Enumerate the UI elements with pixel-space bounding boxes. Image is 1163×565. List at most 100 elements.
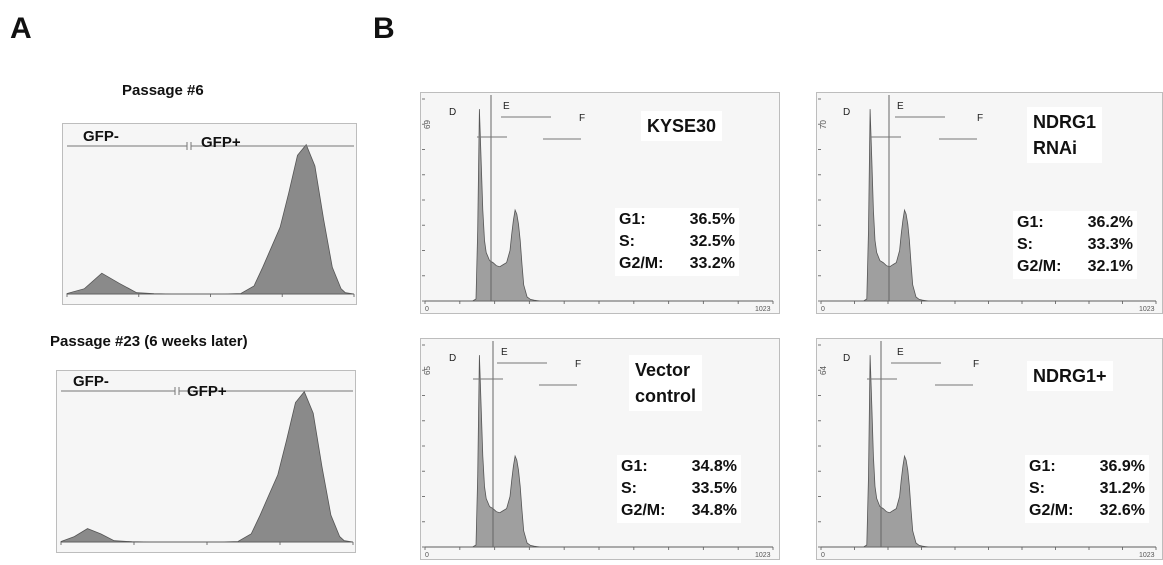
ndrg1-plus-svg [818,341,1157,550]
stat-phase: S: [621,480,637,497]
gfp-negative-label: GFP- [73,373,109,390]
gate-e-label: E [897,347,904,358]
sample-label-kyse30: KYSE30 [641,111,723,141]
gate-d-label: D [449,353,457,364]
x-tick-max: 1023 [1139,306,1155,313]
stat-value: 36.2% [1087,214,1133,231]
stat-phase: S: [1017,236,1033,253]
stat-value: 32.1% [1087,258,1133,275]
passage-23-title: Passage #23 (6 weeks later) [50,333,248,350]
x-tick-min: 0 [425,552,429,559]
sample-label-line: control [635,386,696,406]
stat-value: 36.9% [1099,458,1145,475]
cell-cycle-stats: G1: 34.8% S: 33.5% G2/M: 34.8% [617,455,741,523]
passage-23-svg [60,387,354,545]
stat-value: 33.3% [1087,236,1133,253]
stat-row-g2m: G2/M: 33.2% [619,253,735,275]
stat-phase: S: [619,233,635,250]
gate-e-label: E [501,347,508,358]
cell-cycle-stats: G1: 36.9% S: 31.2% G2/M: 32.6% [1025,455,1149,523]
gate-d-label: D [843,353,851,364]
panel-letter-b: B [373,12,395,45]
gate-d-label: D [449,107,457,118]
stat-row-g1: G1: 34.8% [621,456,737,478]
stat-phase: G1: [1029,458,1056,475]
x-tick-min: 0 [821,552,825,559]
gate-e-label: E [897,101,904,112]
y-max-label: 69 [423,120,432,129]
gate-d-label: D [843,107,851,118]
stat-row-g2m: G2/M: 32.6% [1029,500,1145,522]
stat-phase: G2/M: [621,502,666,519]
stat-value: 34.8% [691,458,737,475]
stat-value: 32.5% [689,233,735,250]
passage-6-title: Passage #6 [122,82,204,99]
kyse30-svg [422,95,774,304]
sample-label-line: Vector [635,360,691,380]
stat-row-g2m: G2/M: 32.1% [1017,256,1133,278]
histogram-area [60,390,354,543]
panel-letter-a: A [10,12,32,45]
sample-label-vector-control: Vector control [629,355,702,411]
stat-phase: G1: [621,458,648,475]
stat-phase: G2/M: [619,255,664,272]
stat-phase: S: [1029,480,1045,497]
ndrg1-rnai-svg [818,95,1157,304]
vector-control-histogram: D E F Vector control G1: 34.8% S: 33.5% G2… [420,338,780,560]
stat-value: 34.8% [691,502,737,519]
gate-f-label: F [977,113,984,124]
ndrg1-plus-histogram: D E F NDRG1+ G1: 36.9% S: 31.2% G2/M: 32.6%… [816,338,1163,560]
kyse30-histogram: D E F KYSE30 G1: 36.5% S: 32.5% G2/M: 33.2%… [420,92,780,314]
passage-6-svg [66,142,355,297]
gate-f-label: F [973,359,980,370]
passage-23-histogram: GFP- GFP+ [56,370,356,553]
histogram-area [821,109,1156,302]
stat-phase: G1: [1017,214,1044,231]
stat-row-g1: G1: 36.2% [1017,212,1133,234]
y-max-label: 64 [819,366,828,375]
stat-row-g2m: G2/M: 34.8% [621,500,737,522]
sample-label-line: NDRG1 [1033,112,1097,132]
gfp-positive-label: GFP+ [187,383,227,400]
histogram-area [821,355,1156,548]
vector-control-svg [422,341,774,550]
y-max-label: 70 [819,120,828,129]
x-tick-max: 1023 [1139,552,1155,559]
stat-value: 32.6% [1099,502,1145,519]
y-max-label: 65 [423,366,432,375]
histogram-area [425,109,773,302]
stat-row-g1: G1: 36.5% [619,209,735,231]
sample-label-line: RNAi [1033,138,1077,158]
stat-phase: G1: [619,211,646,228]
stat-phase: G2/M: [1029,502,1074,519]
sample-label-line: KYSE30 [647,116,717,136]
stat-row-s: S: 33.3% [1017,234,1133,256]
gate-e-label: E [503,101,510,112]
stat-value: 36.5% [689,211,735,228]
gfp-positive-label: GFP+ [201,134,241,151]
stat-phase: G2/M: [1017,258,1062,275]
histogram-area [66,143,355,295]
gate-f-label: F [575,359,582,370]
x-tick-min: 0 [425,306,429,313]
stat-row-s: S: 31.2% [1029,478,1145,500]
stat-value: 33.5% [691,480,737,497]
gate-f-label: F [579,113,586,124]
ndrg1-rnai-histogram: D E F NDRG1 RNAi G1: 36.2% S: 33.3% G2/M: 3… [816,92,1163,314]
stat-row-g1: G1: 36.9% [1029,456,1145,478]
sample-label-ndrg1-rnai: NDRG1 RNAi [1027,107,1103,163]
cell-cycle-stats: G1: 36.2% S: 33.3% G2/M: 32.1% [1013,211,1137,279]
sample-label-ndrg1-plus: NDRG1+ [1027,361,1113,391]
gfp-negative-label: GFP- [83,128,119,145]
stat-row-s: S: 33.5% [621,478,737,500]
x-tick-min: 0 [821,306,825,313]
sample-label-line: NDRG1+ [1033,366,1107,386]
cell-cycle-stats: G1: 36.5% S: 32.5% G2/M: 33.2% [615,208,739,276]
stat-row-s: S: 32.5% [619,231,735,253]
stat-value: 31.2% [1099,480,1145,497]
x-tick-max: 1023 [755,552,771,559]
passage-6-histogram: GFP- GFP+ [62,123,357,305]
histogram-area [425,355,773,548]
x-tick-max: 1023 [755,306,771,313]
stat-value: 33.2% [689,255,735,272]
